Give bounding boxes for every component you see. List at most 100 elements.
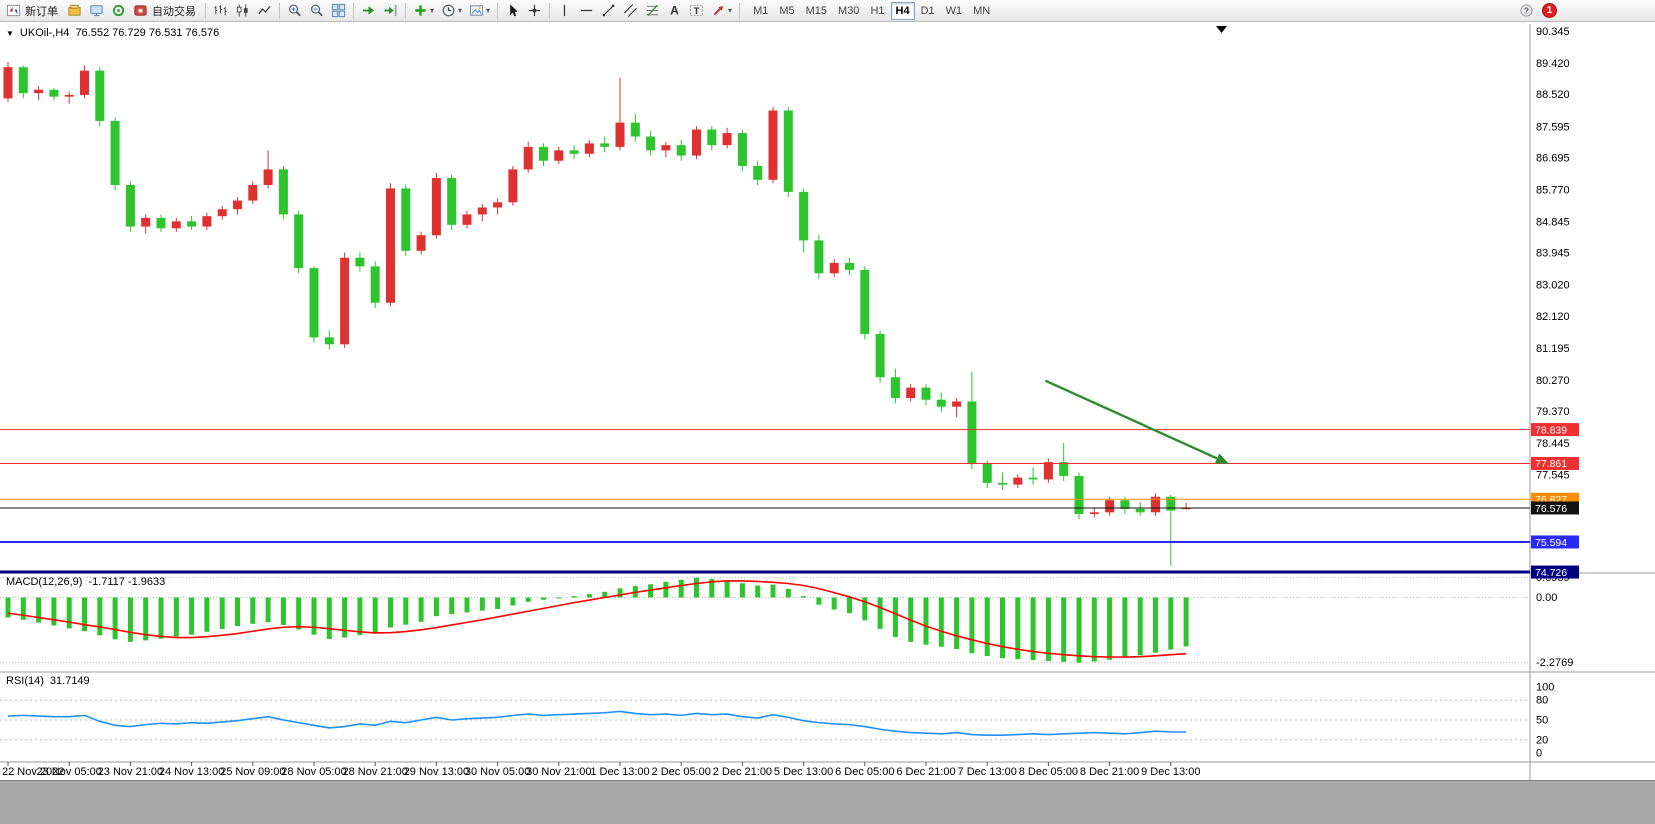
price-tag: 78.839 [1531, 423, 1579, 436]
price-axis-label: 79.370 [1536, 406, 1570, 418]
svg-text:77.861: 77.861 [1535, 458, 1567, 470]
candlestick-chart-button[interactable] [232, 1, 253, 21]
text-tool-button[interactable]: A [664, 1, 685, 21]
timeframe-button-d1[interactable]: D1 [920, 4, 935, 17]
time-axis-label: 2 Dec 21:00 [713, 766, 772, 778]
timeframe-button-m5[interactable]: M5 [779, 4, 795, 17]
crosshair-button[interactable] [524, 1, 545, 21]
price-tag: 77.861 [1531, 456, 1579, 470]
metaeditor-button[interactable] [64, 1, 85, 21]
macd-axis-label: 0.00 [1536, 592, 1557, 604]
notifications-badge[interactable]: 1 [1542, 3, 1557, 18]
auto-scroll-icon [362, 6, 375, 15]
arrows-tool-icon [713, 6, 724, 16]
cursor-button[interactable] [502, 1, 523, 21]
svg-text:74.726: 74.726 [1535, 567, 1567, 579]
autotrading-icon [134, 5, 147, 16]
price-axis-label: 85.770 [1536, 184, 1570, 196]
timeframe-button-h4[interactable]: H4 [890, 1, 915, 20]
macd-label: MACD(12,26,9) [6, 576, 83, 588]
candlestick-chart-icon [236, 4, 248, 17]
rsi-axis-label: 100 [1536, 682, 1554, 694]
time-axis-label: 8 Dec 21:00 [1080, 766, 1139, 778]
time-axis-label: 23 Nov 05:00 [36, 766, 101, 778]
fibonacci-button[interactable] [642, 1, 663, 21]
pane-frame [0, 24, 1655, 780]
time-axis-label: 1 Dec 13:00 [590, 766, 649, 778]
price-axis-label: 80.270 [1536, 375, 1570, 387]
chart-end-marker-icon[interactable] [1216, 26, 1227, 33]
timeframe-button-m30[interactable]: M30 [838, 4, 860, 17]
arrows-tool-button[interactable]: ▾ [708, 1, 735, 21]
help-icon: ? [1520, 4, 1533, 17]
horizontal-line-button[interactable] [576, 1, 597, 21]
time-axis-label: 22 Nov 2022 [2, 766, 64, 778]
tile-windows-icon [331, 3, 346, 18]
svg-text:75.594: 75.594 [1535, 537, 1567, 549]
chart-title: ▼ UKOil-,H4 76.552 76.729 76.531 76.576 [6, 27, 219, 39]
toolbar-separator [279, 2, 280, 19]
chevron-down-icon: ▾ [728, 5, 733, 15]
chart-shift-button[interactable] [380, 1, 401, 21]
toolbar-separator [497, 2, 499, 19]
indicators-button[interactable]: ▾ [410, 1, 437, 21]
bar-chart-button[interactable] [210, 1, 231, 21]
price-axis-label: 83.020 [1536, 280, 1570, 292]
timeframe-button-m1[interactable]: M1 [753, 4, 769, 17]
vertical-line-button[interactable] [554, 1, 575, 21]
line-chart-icon [258, 5, 271, 15]
price-tag: 75.594 [1531, 535, 1579, 549]
zoom-in-button[interactable] [284, 1, 305, 21]
timeframe-button-w1[interactable]: W1 [945, 4, 963, 17]
zoom-in-icon [289, 4, 301, 17]
price-tag: 74.726 [1531, 565, 1579, 579]
time-axis-label: 28 Nov 05:00 [281, 766, 346, 778]
metaeditor-icon [68, 4, 81, 16]
new-order-icon [6, 4, 21, 17]
toolbar-separator [205, 2, 206, 19]
price-axis-label: 83.945 [1536, 248, 1570, 260]
crosshair-icon [528, 4, 541, 17]
trend-arrow-object[interactable] [1044, 379, 1229, 464]
label-tool-button[interactable]: T [686, 1, 707, 21]
macd-indicator-label: MACD(12,26,9) -1.7117 -1.9633 [6, 576, 165, 588]
label-tool-glyph: T [694, 6, 700, 16]
macd-axis-label: -2.2769 [1536, 657, 1573, 669]
toolbar-separator [549, 2, 551, 19]
channel-icon [624, 4, 638, 17]
timeframe-button-h1[interactable]: H1 [870, 4, 885, 17]
price-axis-label: 81.195 [1536, 343, 1570, 355]
chart-collapse-icon[interactable]: ▼ [6, 28, 14, 38]
cursor-icon [510, 4, 518, 17]
terminal-icon [90, 5, 103, 17]
chevron-down-icon: ▾ [486, 5, 491, 15]
periods-button[interactable]: ▾ [438, 1, 465, 21]
help-button[interactable]: ? [1516, 1, 1537, 21]
chevron-down-icon: ▾ [430, 5, 435, 15]
toolbar-separator [405, 2, 406, 19]
line-chart-button[interactable] [254, 1, 275, 21]
svg-text:76.576: 76.576 [1535, 503, 1567, 515]
price-axis-label: 77.545 [1536, 469, 1570, 481]
templates-button[interactable]: ▾ [466, 1, 493, 21]
tile-windows-button[interactable] [328, 1, 349, 21]
zoom-out-button[interactable] [306, 1, 327, 21]
trendline-icon [602, 4, 615, 17]
auto-scroll-button[interactable] [358, 1, 379, 21]
autotrading-button[interactable]: 自动交易 [130, 1, 201, 21]
timeframe-button-mn[interactable]: MN [973, 4, 991, 17]
channel-button[interactable] [620, 1, 641, 21]
toolbar-separator [353, 2, 354, 19]
price-axis[interactable]: 90.345 89.420 88.520 87.595 86.695 85.770 84.8… [1536, 26, 1570, 481]
timeframe-button-m15[interactable]: M15 [805, 4, 828, 17]
price-axis-label: 78.445 [1536, 438, 1570, 450]
new-order-button[interactable]: 新订单 [3, 1, 63, 21]
time-axis-label: 25 Nov 09:00 [220, 766, 285, 778]
terminal-button[interactable] [86, 1, 107, 21]
time-axis-label: 30 Nov 05:00 [465, 766, 530, 778]
metaquotes-button[interactable] [108, 1, 129, 21]
metaquotes-icon [112, 4, 125, 17]
trendline-button[interactable] [598, 1, 619, 21]
